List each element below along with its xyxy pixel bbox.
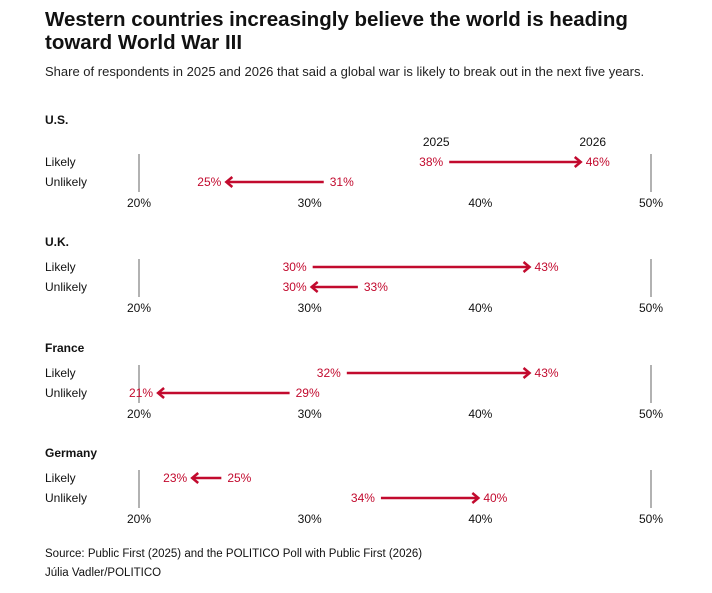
x-tick-label: 40% <box>468 196 492 210</box>
row-label-likely: Likely <box>45 366 76 380</box>
x-tick-label: 50% <box>639 407 663 421</box>
row-label-unlikely: Unlikely <box>45 386 87 400</box>
value-label-2026: 46% <box>586 155 610 169</box>
credit-note: Júlia Vadler/POLITICO <box>45 567 162 579</box>
x-tick-label: 40% <box>468 407 492 421</box>
x-tick-label: 30% <box>298 196 322 210</box>
country-label: Germany <box>45 446 97 460</box>
value-label-2026: 43% <box>535 366 559 380</box>
row-label-unlikely: Unlikely <box>45 491 87 505</box>
x-tick-label: 20% <box>127 407 151 421</box>
x-tick-label: 50% <box>639 301 663 315</box>
change-arrow-head <box>522 261 532 273</box>
x-tick-label: 30% <box>298 301 322 315</box>
value-label-2026: 40% <box>483 491 507 505</box>
x-tick-label: 30% <box>298 407 322 421</box>
value-label-2025: 31% <box>330 175 354 189</box>
chart-subtitle: Share of respondents in 2025 and 2026 th… <box>45 64 645 79</box>
x-tick-label: 30% <box>298 512 322 526</box>
year-label-2026: 2026 <box>579 135 606 149</box>
chart-title: Western countries increasingly believe t… <box>45 8 628 54</box>
value-label-2025: 29% <box>296 386 320 400</box>
x-tick-label: 40% <box>468 301 492 315</box>
change-arrow-head <box>522 367 532 379</box>
x-tick-label: 20% <box>127 196 151 210</box>
x-tick-label: 20% <box>127 301 151 315</box>
source-note: Source: Public First (2025) and the POLI… <box>45 548 423 560</box>
value-label-2026: 23% <box>163 471 187 485</box>
value-label-2025: 25% <box>227 471 251 485</box>
row-label-unlikely: Unlikely <box>45 175 87 189</box>
value-label-2026: 43% <box>535 260 559 274</box>
x-tick-label: 40% <box>468 512 492 526</box>
value-label-2025: 34% <box>351 491 375 505</box>
year-label-2025: 2025 <box>423 135 450 149</box>
country-label: U.K. <box>45 235 69 249</box>
value-label-2026: 30% <box>283 280 307 294</box>
value-label-2025: 32% <box>317 366 341 380</box>
row-label-likely: Likely <box>45 260 76 274</box>
change-arrow-head <box>309 281 319 293</box>
value-label-2025: 33% <box>364 280 388 294</box>
value-label-2025: 30% <box>283 260 307 274</box>
row-label-unlikely: Unlikely <box>45 280 87 294</box>
change-arrow-head <box>190 472 200 484</box>
change-arrow-head <box>471 492 481 504</box>
change-arrow-head <box>224 176 234 188</box>
country-label: U.S. <box>45 113 68 127</box>
value-label-2026: 21% <box>129 386 153 400</box>
change-arrow-head <box>156 387 165 399</box>
value-label-2025: 38% <box>419 155 443 169</box>
value-label-2026: 25% <box>197 175 221 189</box>
change-arrow-head <box>573 156 583 168</box>
x-tick-label: 50% <box>639 512 663 526</box>
country-label: France <box>45 341 85 355</box>
x-tick-label: 50% <box>639 196 663 210</box>
x-tick-label: 20% <box>127 512 151 526</box>
row-label-likely: Likely <box>45 471 76 485</box>
row-label-likely: Likely <box>45 155 76 169</box>
